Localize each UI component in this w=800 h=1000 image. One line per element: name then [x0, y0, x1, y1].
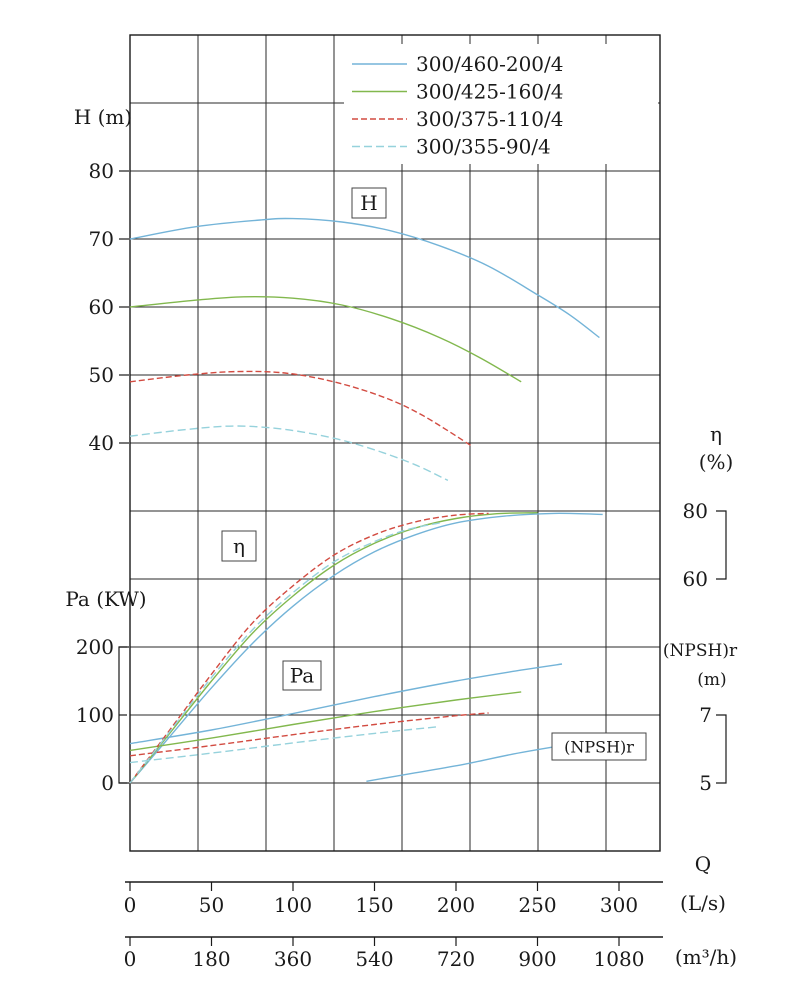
- curve-H-300/355-90/4: [129, 425, 449, 482]
- legend-label-300/425-160/4: 300/425-160/4: [416, 80, 563, 104]
- annotation-label: η: [233, 534, 245, 558]
- q-m3h-tick-label: 180: [192, 947, 230, 971]
- annotation-box: [221, 530, 257, 562]
- q-ls-tick-label: 0: [124, 893, 137, 917]
- axis-titles: H (m) Pa (KW) η (%) (NPSH)r (m) Q (L/s) …: [65, 105, 738, 969]
- npsh-axis-unit: (m): [697, 670, 726, 690]
- q-axis-unit-m3h: (m³/h): [675, 945, 737, 969]
- eta-axis-title: η: [710, 422, 722, 446]
- eta-bracket: [716, 510, 727, 580]
- curve-eta-300/425-160/4: [129, 512, 538, 784]
- annotation-box: [282, 660, 322, 691]
- h-tick-label: 80: [89, 159, 114, 183]
- eta-tick-label: 60: [683, 567, 708, 591]
- h-tick-label: 40: [89, 431, 114, 455]
- curve-eta-300/460-200/4: [129, 512, 603, 784]
- h-tick-label: 60: [89, 295, 114, 319]
- curve-Pa-300/355-90/4: [129, 725, 440, 764]
- q-ls-tick-label: 200: [437, 893, 475, 917]
- q-axis-title: Q: [695, 852, 711, 876]
- annotation-label: Pa: [290, 664, 315, 688]
- curve-Pa-300/460-200/4: [129, 663, 563, 745]
- pa-tick-label: 100: [76, 703, 114, 727]
- pa-axis-title: Pa (KW): [65, 587, 146, 611]
- pa-tick-label: 200: [76, 635, 114, 659]
- legend-label-300/460-200/4: 300/460-200/4: [416, 52, 563, 76]
- q-m3h-tick-label: 1080: [594, 947, 645, 971]
- curve-H-300/460-200/4: [129, 217, 600, 339]
- curve-eta-300/375-110/4: [129, 512, 489, 784]
- legend: 300/460-200/4 300/425-160/4 300/375-110/4 3…: [344, 44, 658, 164]
- legend-label-300/355-90/4: 300/355-90/4: [416, 135, 551, 159]
- npsh-bracket: [716, 714, 727, 784]
- plot-border: [129, 34, 661, 852]
- annotation-box: [351, 187, 387, 219]
- eta-axis-unit: (%): [699, 450, 734, 474]
- annotation-box: [551, 732, 647, 761]
- annotation-label: (NPSH)r: [564, 737, 634, 756]
- curve-H-300/375-110/4: [129, 370, 473, 447]
- legend-label-300/375-110/4: 300/375-110/4: [416, 107, 563, 131]
- npsh-tick-label: 7: [699, 703, 712, 727]
- curve-eta-300/355-90/4: [129, 522, 440, 784]
- h-tick-label: 50: [89, 363, 114, 387]
- grid: [129, 34, 661, 852]
- q-ls-tick-label: 100: [274, 893, 312, 917]
- npsh-tick-label: 5: [699, 771, 712, 795]
- h-axis-title: H (m): [74, 105, 132, 129]
- npsh-axis-title: (NPSH)r: [663, 641, 738, 661]
- h-tick-label: 70: [89, 227, 114, 251]
- q-m3h-tick-label: 900: [518, 947, 556, 971]
- q-m3h-tick-label: 540: [355, 947, 393, 971]
- q-ls-tick-label: 50: [199, 893, 224, 917]
- q-axis-unit-ls: (L/s): [680, 891, 726, 915]
- curve-H-300/425-160/4: [129, 295, 522, 383]
- q-m3h-tick-label: 360: [274, 947, 312, 971]
- pa-tick-label: 0: [101, 771, 114, 795]
- annotations: Hη Pa (NPSH)r: [221, 187, 647, 761]
- curve-Pa-300/425-160/4: [129, 691, 522, 752]
- curve-Pa-300/375-110/4: [129, 712, 489, 757]
- q-ls-tick-label: 150: [355, 893, 393, 917]
- q-m3h-tick-label: 0: [124, 947, 137, 971]
- q-m3h-tick-label: 720: [437, 947, 475, 971]
- eta-tick-label: 80: [683, 499, 708, 523]
- annotation-label: H: [360, 191, 377, 215]
- curves: [129, 217, 603, 784]
- q-ls-tick-label: 250: [518, 893, 556, 917]
- q-ls-tick-label: 300: [600, 893, 638, 917]
